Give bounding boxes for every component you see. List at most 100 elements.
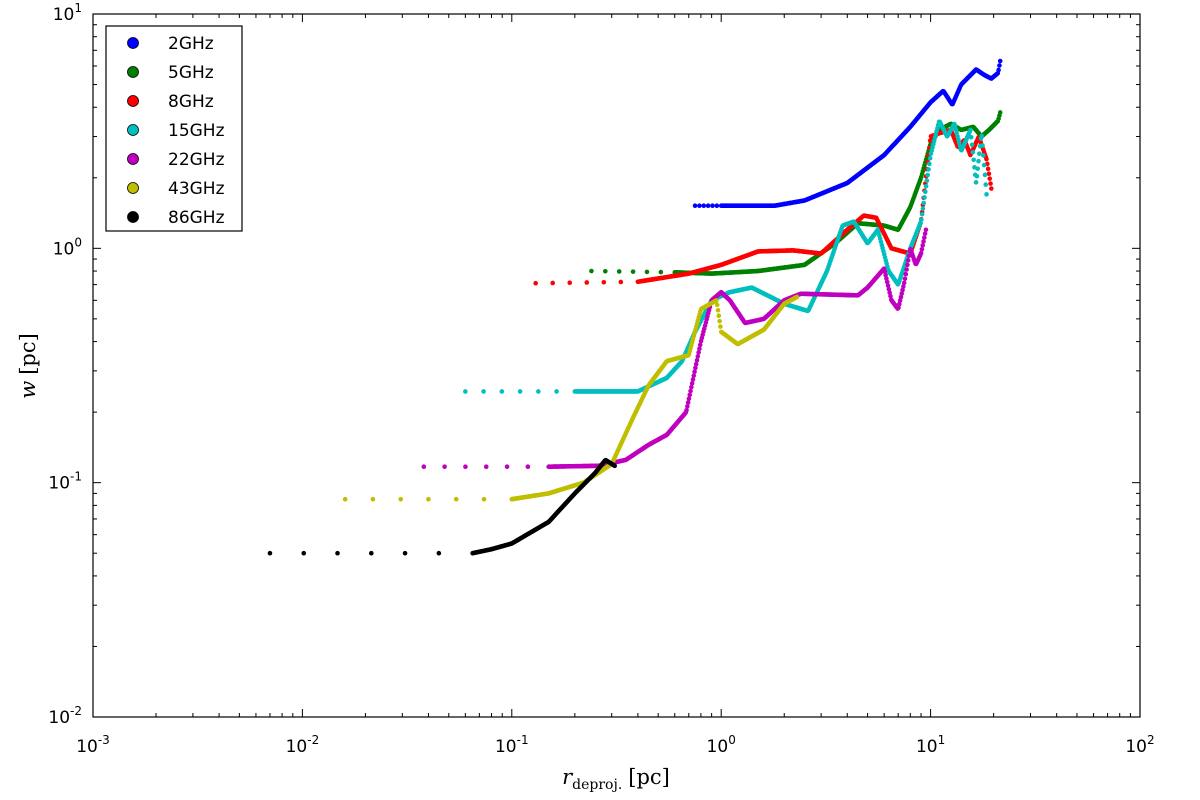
- data-point: [968, 127, 973, 133]
- data-point: [618, 279, 624, 285]
- data-point: [887, 290, 892, 295]
- data-point: [996, 67, 1001, 73]
- data-point: [884, 276, 889, 281]
- data-point: [697, 203, 702, 209]
- data-point: [922, 195, 927, 200]
- legend-label: 15GHz: [168, 121, 225, 141]
- data-point: [517, 389, 523, 394]
- data-point: [688, 388, 693, 394]
- data-point: [550, 280, 555, 286]
- legend-marker: [127, 211, 139, 223]
- data-point: [692, 203, 698, 209]
- data-point: [685, 404, 690, 409]
- x-axis-label-unit: [pc]: [628, 765, 670, 789]
- data-point: [697, 342, 703, 348]
- data-point: [922, 231, 928, 236]
- data-point: [525, 464, 531, 469]
- data-point: [919, 211, 925, 217]
- data-point: [883, 272, 888, 278]
- data-point: [926, 167, 931, 172]
- ticks-layer: [92, 13, 1141, 718]
- series-layer: [267, 58, 1003, 556]
- data-point: [301, 550, 307, 556]
- data-point: [970, 149, 976, 155]
- data-point: [481, 389, 486, 394]
- data-point: [693, 365, 698, 371]
- tick-labels-layer: 10-3 10-2 10-1 100 101 102 10-2 10-1 100 101: [48, 1, 1154, 757]
- data-point: [426, 496, 431, 502]
- data-point: [997, 58, 1003, 64]
- data-point: [982, 172, 988, 178]
- data-point: [901, 280, 907, 286]
- data-point: [696, 350, 701, 355]
- data-point: [453, 496, 459, 502]
- data-point: [368, 550, 374, 556]
- data-point: [612, 463, 617, 469]
- data-point: [924, 178, 930, 183]
- data-point: [794, 294, 800, 300]
- legend-item: 8GHz: [127, 92, 214, 112]
- y-axis-label-unit: [pc]: [16, 333, 40, 375]
- data-point: [886, 286, 892, 292]
- x-axis-label: rdeproj. [pc]: [562, 765, 670, 793]
- series-43GHz: [342, 294, 800, 502]
- data-point: [499, 389, 505, 394]
- data-point: [701, 203, 707, 209]
- data-point: [714, 203, 720, 209]
- data-point: [710, 203, 715, 209]
- data-point: [918, 217, 924, 223]
- x-tick-label: 102: [1125, 733, 1154, 757]
- data-point: [902, 276, 908, 282]
- data-point: [589, 268, 594, 274]
- data-point: [900, 287, 905, 293]
- data-point: [694, 357, 700, 363]
- data-point: [442, 464, 447, 469]
- y-tick-label: 10-2: [48, 704, 82, 728]
- data-point: [421, 464, 427, 469]
- x-tick-label: 10-2: [286, 733, 320, 757]
- legend-marker: [127, 37, 139, 49]
- data-point: [899, 291, 905, 296]
- data-point: [904, 267, 909, 272]
- x-tick-label: 100: [707, 733, 736, 757]
- x-tick-label: 101: [916, 733, 945, 757]
- data-point: [644, 269, 650, 275]
- data-point: [985, 166, 991, 172]
- data-point: [901, 284, 906, 289]
- data-point: [918, 250, 924, 256]
- legend-label: 86GHz: [168, 208, 225, 228]
- series-2GHz: [692, 58, 1003, 209]
- data-point: [398, 496, 404, 502]
- data-point: [884, 279, 890, 285]
- legend-marker: [127, 66, 139, 78]
- data-point: [691, 373, 697, 378]
- y-tick-label: 10-1: [48, 470, 82, 494]
- data-point: [714, 302, 720, 308]
- data-point: [975, 166, 980, 171]
- data-point: [997, 110, 1003, 115]
- y-tick-label: 100: [53, 235, 82, 259]
- data-point: [436, 550, 442, 556]
- data-point: [974, 173, 980, 179]
- data-point: [979, 133, 985, 139]
- data-point: [920, 206, 926, 211]
- data-point: [616, 269, 622, 274]
- data-point: [685, 400, 691, 405]
- legend-label: 5GHz: [168, 63, 214, 83]
- data-point: [533, 280, 538, 286]
- data-point: [976, 158, 981, 164]
- data-point: [342, 496, 348, 502]
- legend-marker: [127, 124, 139, 136]
- data-point: [463, 389, 468, 394]
- data-point: [717, 318, 722, 324]
- data-point: [923, 189, 928, 195]
- data-point: [896, 305, 901, 310]
- data-point: [402, 550, 408, 556]
- data-point: [927, 161, 932, 167]
- legend-item: 43GHz: [127, 179, 225, 199]
- data-point: [630, 269, 636, 274]
- legend-label: 22GHz: [168, 150, 225, 170]
- data-point: [567, 280, 573, 286]
- legend-item: 15GHz: [127, 121, 225, 141]
- data-point: [927, 155, 933, 161]
